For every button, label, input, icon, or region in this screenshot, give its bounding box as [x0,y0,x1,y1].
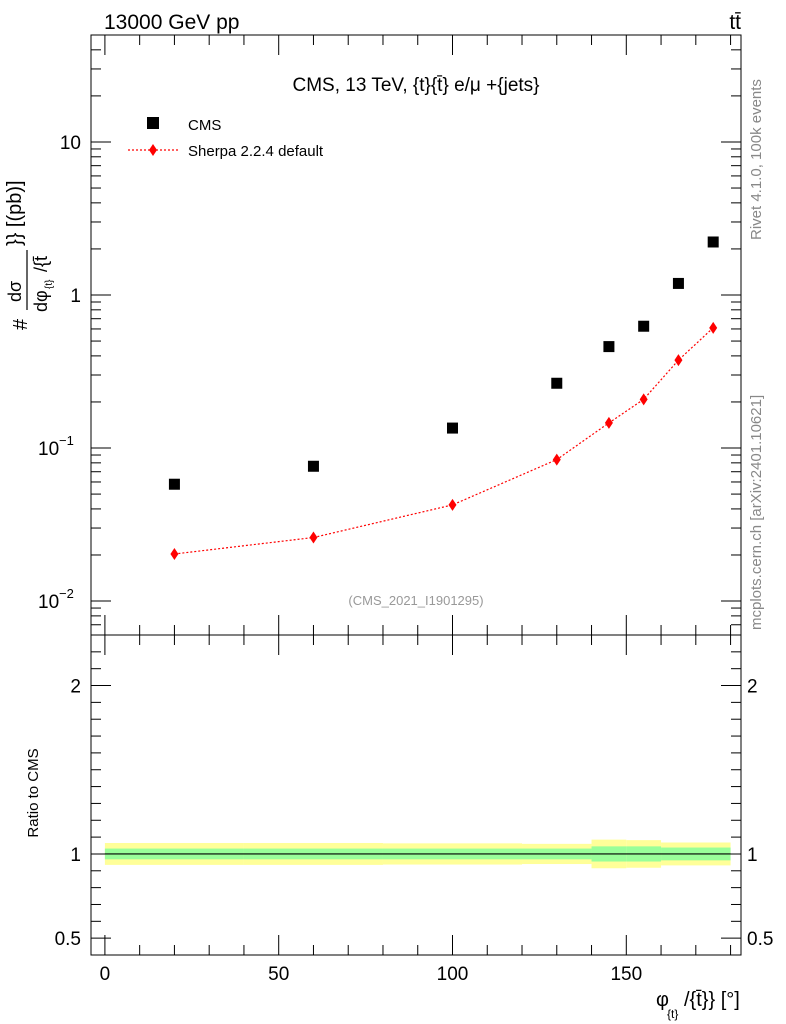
ratio-y-axis-title: Ratio to CMS [25,748,42,837]
ratio-panel-frame [90,634,742,956]
cms-data-point [707,236,719,248]
ratio-y-tick-label-left: 0.5 [55,929,81,950]
y-title-denominator-phi: dφ [31,290,51,312]
y-title-prefix: # [10,318,32,330]
main-y-tick-label: 1 [70,286,81,307]
main-y-tick-label-exp: −1 [59,433,74,448]
main-y-tick-label-base: 10 [38,592,59,613]
sherpa-point [674,354,683,367]
sherpa-point [604,416,613,429]
y-title-unit: }} [(pb)] [4,180,26,246]
main-y-tick-label-base: 10 [38,439,59,460]
ratio-x-tick-label: 100 [437,964,469,985]
x-axis-title: φ {t} /{t̄}} [°] [656,989,740,1021]
y-title-denominator-sub: {t} [44,279,55,289]
ratio-y-tick-label-left: 2 [70,677,81,698]
analysis-watermark: (CMS_2021_I1901295) [348,593,483,608]
legend-sherpa-label: Sherpa 2.2.4 default [188,143,324,160]
x-title-sub: {t} [667,1007,678,1021]
ratio-x-tick-label: 0 [100,964,111,985]
sherpa-line [174,327,714,555]
y-title-numerator: dσ [5,281,25,302]
cms-data-point [446,422,458,434]
main-y-tick-label: 10 [60,133,81,154]
ratio-y-tick-label-right: 1 [747,845,758,866]
chart-title: CMS, 13 TeV, {t}{t̄} e/μ +{jets} [292,75,539,96]
ratio-bands [104,839,731,869]
sherpa-point [170,547,179,560]
process-label: tt̄ [729,11,741,34]
main-y-axis-title: # dσ dφ {t} /{t̄ }} [(pb)] [4,180,55,330]
cms-data-point [672,277,684,289]
x-title-phi: φ [656,989,669,1011]
ratio-y-tick-label-left: 1 [70,845,81,866]
main-panel-series [168,236,719,560]
cms-data-point [551,377,563,389]
sherpa-point [448,498,457,511]
cms-data-point [603,341,615,353]
sherpa-point [709,321,718,334]
ratio-x-tick-label: 50 [268,964,289,985]
mcplots-label: mcplots.cern.ch [arXiv:2401.10621] [748,395,765,630]
cms-data-point [307,460,319,472]
legend: CMS Sherpa 2.2.4 default [128,117,324,160]
sherpa-point [639,393,648,406]
cms-data-point [168,478,180,490]
ratio-panel: 0.5 0.5 1 1 2 2 0 50 100 150 Ratio to CMS φ {t} /… [25,634,773,1021]
energy-label: 13000 GeV pp [104,11,239,34]
sherpa-point [552,453,561,466]
ratio-y-tick-label-right: 0.5 [747,929,773,950]
legend-sherpa-marker [149,144,157,156]
main-y-tick-label-exp: −2 [59,586,74,601]
legend-cms-label: CMS [188,117,221,134]
y-title-denominator-tail: /{t̄ [31,256,51,272]
x-title-tail: /{t̄}} [°] [684,989,740,1011]
rivet-label: Rivet 4.1.0, 100k events [748,79,765,240]
ratio-x-tick-label: 150 [610,964,642,985]
ratio-y-tick-label-right: 2 [747,677,758,698]
sherpa-point [309,531,318,544]
cms-data-point [638,320,650,332]
ratio-panel-ticks: 0.5 0.5 1 1 2 2 0 50 100 150 [55,634,773,985]
legend-cms-marker [147,117,159,129]
